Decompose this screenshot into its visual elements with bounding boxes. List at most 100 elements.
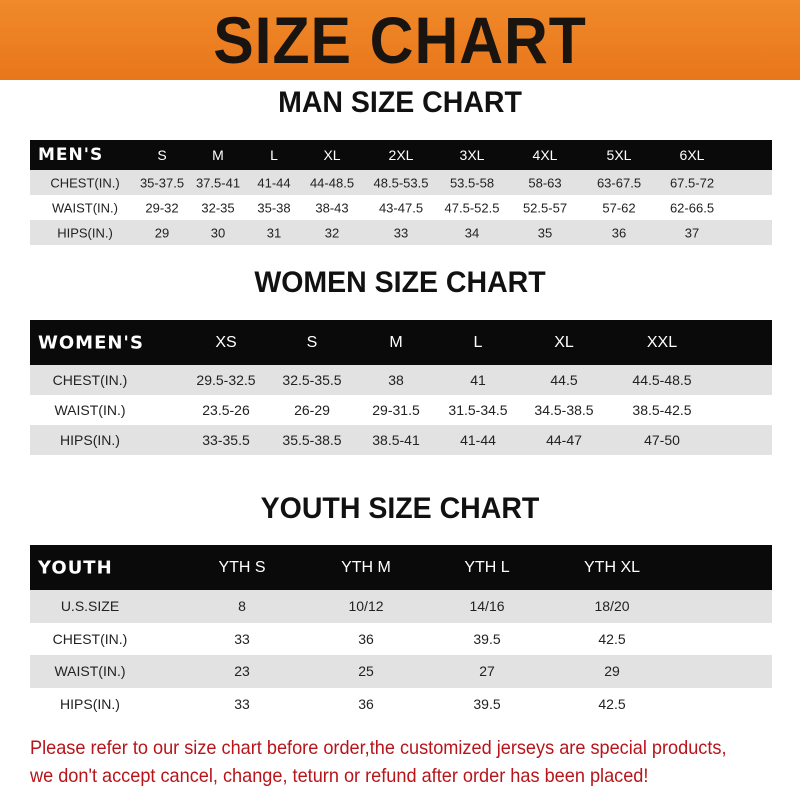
- table-cell: 35-37.5: [139, 175, 185, 190]
- row-label: U.S.SIZE: [60, 598, 120, 615]
- men-table-row: HIPS(IN.) 29 30 31 32 33 34 35 36 37: [30, 220, 772, 245]
- youth-table-row: CHEST(IN.) 33 36 39.5 42.5: [30, 623, 772, 656]
- row-label: HIPS(IN.): [60, 695, 120, 712]
- table-cell: 41-44: [460, 432, 496, 448]
- table-cell: 36: [611, 225, 627, 240]
- men-header-size: 6XL: [679, 147, 705, 163]
- table-cell: 29: [604, 663, 620, 680]
- table-cell: 10/12: [348, 598, 384, 615]
- table-cell: 29.5-32.5: [196, 372, 256, 388]
- table-cell: 38.5-41: [372, 432, 420, 448]
- row-label: CHEST(IN.): [52, 372, 128, 388]
- women-header-size: XXL: [646, 333, 678, 351]
- table-cell: 34: [464, 225, 480, 240]
- table-cell: 38.5-42.5: [632, 402, 692, 418]
- table-cell: 44-48.5: [309, 175, 355, 190]
- table-cell: 18/20: [594, 598, 630, 615]
- women-title: WOMEN SIZE CHART: [254, 266, 546, 299]
- table-cell: 36: [358, 695, 374, 712]
- row-label: CHEST(IN.): [52, 630, 128, 647]
- youth-title: YOUTH SIZE CHART: [260, 492, 540, 525]
- table-cell: 30: [210, 225, 226, 240]
- women-header-label: WOMEN'S: [38, 332, 144, 353]
- table-cell: 48.5-53.5: [373, 175, 429, 190]
- table-cell: 63-67.5: [596, 175, 642, 190]
- table-cell: 43-47.5: [378, 200, 424, 215]
- youth-table-header: YOUTH YTH S YTH M YTH L YTH XL: [30, 545, 772, 590]
- table-cell: 35.5-38.5: [282, 432, 342, 448]
- table-cell: 52.5-57: [522, 200, 568, 215]
- table-cell: 33-35.5: [202, 432, 250, 448]
- table-cell: 37: [684, 225, 700, 240]
- women-header-size: M: [389, 333, 403, 351]
- row-label: WAIST(IN.): [54, 402, 126, 418]
- men-header-size: L: [270, 147, 278, 163]
- notice-line-2: we don't accept cancel, change, teturn o…: [30, 765, 649, 787]
- table-cell: 62-66.5: [669, 200, 715, 215]
- table-cell: 26-29: [294, 402, 330, 418]
- women-header-size: XS: [215, 333, 237, 351]
- men-header-size: S: [157, 147, 167, 163]
- table-cell: 37.5-41: [195, 175, 241, 190]
- table-cell: 8: [238, 598, 246, 615]
- row-label: CHEST(IN.): [50, 175, 120, 190]
- table-cell: 42.5: [598, 630, 626, 647]
- men-header-size: XL: [323, 147, 341, 163]
- youth-table-row: WAIST(IN.) 23 25 27 29: [30, 655, 772, 688]
- table-cell: 31: [266, 225, 282, 240]
- table-cell: 39.5: [473, 695, 501, 712]
- banner: SIZE CHART: [0, 0, 800, 80]
- table-cell: 41: [470, 372, 486, 388]
- table-cell: 23.5-26: [202, 402, 250, 418]
- table-cell: 47-50: [644, 432, 680, 448]
- table-cell: 32: [324, 225, 340, 240]
- row-label: HIPS(IN.): [57, 225, 113, 240]
- youth-header-label: YOUTH: [38, 557, 113, 578]
- table-cell: 25: [358, 663, 374, 680]
- youth-header-size: YTH L: [464, 558, 510, 576]
- table-cell: 14/16: [469, 598, 505, 615]
- table-cell: 23: [234, 663, 250, 680]
- men-header-size: 4XL: [532, 147, 558, 163]
- men-table-row: WAIST(IN.) 29-32 32-35 35-38 38-43 43-47.5 47.…: [30, 195, 772, 220]
- table-cell: 34.5-38.5: [534, 402, 594, 418]
- men-header-size: M: [212, 147, 224, 163]
- table-cell: 38: [388, 372, 404, 388]
- women-table-row: CHEST(IN.) 29.5-32.5 32.5-35.5 38 41 44.5 44.5…: [30, 365, 772, 395]
- table-cell: 29: [154, 225, 170, 240]
- table-cell: 57-62: [602, 200, 636, 215]
- table-cell: 31.5-34.5: [448, 402, 508, 418]
- men-table-header: MEN'S S M L XL 2XL 3XL 4XL 5XL 6XL: [30, 140, 772, 170]
- youth-table-row: HIPS(IN.) 33 36 39.5 42.5: [30, 688, 772, 721]
- women-header-size: S: [306, 333, 318, 351]
- men-table-row: CHEST(IN.) 35-37.5 37.5-41 41-44 44-48.5 48.5…: [30, 170, 772, 195]
- youth-header-size: YTH XL: [583, 558, 641, 576]
- table-cell: 35: [537, 225, 553, 240]
- table-cell: 33: [393, 225, 409, 240]
- men-header-size: 2XL: [388, 147, 414, 163]
- women-header-size: XL: [554, 333, 574, 351]
- table-cell: 44.5-48.5: [632, 372, 692, 388]
- women-table-row: HIPS(IN.) 33-35.5 35.5-38.5 38.5-41 41-44 44-…: [30, 425, 772, 455]
- table-cell: 47.5-52.5: [444, 200, 500, 215]
- table-cell: 36: [358, 630, 374, 647]
- table-cell: 67.5-72: [669, 175, 715, 190]
- youth-header-size: YTH M: [341, 558, 391, 576]
- youth-table-row: U.S.SIZE 8 10/12 14/16 18/20: [30, 590, 772, 623]
- men-header-size: 3XL: [459, 147, 485, 163]
- men-header-label: MEN'S: [38, 145, 104, 165]
- row-label: HIPS(IN.): [60, 432, 120, 448]
- table-cell: 38-43: [315, 200, 349, 215]
- table-cell: 42.5: [598, 695, 626, 712]
- men-header-size: 5XL: [606, 147, 632, 163]
- men-title: MAN SIZE CHART: [278, 86, 522, 119]
- table-cell: 44-47: [546, 432, 582, 448]
- table-cell: 58-63: [528, 175, 562, 190]
- table-cell: 33: [234, 630, 250, 647]
- banner-title: SIZE CHART: [213, 3, 587, 77]
- row-label: WAIST(IN.): [54, 663, 126, 680]
- table-cell: 29-31.5: [372, 402, 420, 418]
- notice-line-1: Please refer to our size chart before or…: [30, 737, 727, 759]
- table-cell: 35-38: [257, 200, 291, 215]
- table-cell: 33: [234, 695, 250, 712]
